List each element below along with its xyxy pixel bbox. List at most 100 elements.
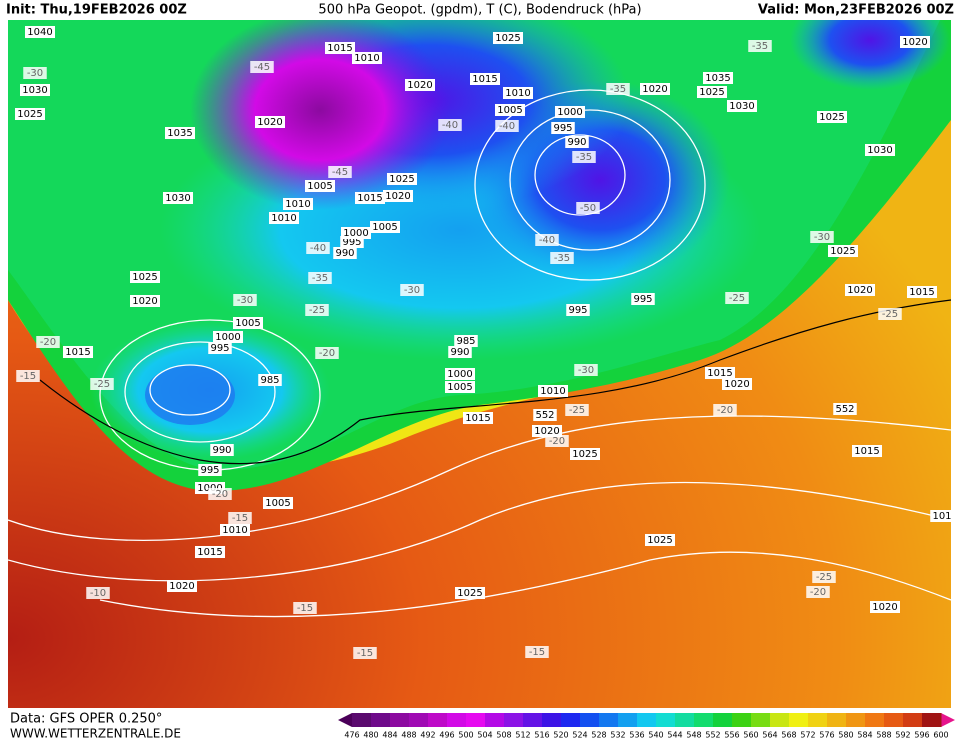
map-label-box [208, 342, 232, 354]
colorbar-segment [618, 713, 638, 727]
map-label-box [572, 151, 596, 163]
map-label-box [550, 252, 574, 264]
pressure-label: 552 [535, 410, 554, 421]
map-label-box [15, 108, 45, 120]
map-label-box [448, 346, 472, 358]
colorbar-segment [903, 713, 923, 727]
map-label-box [748, 40, 772, 52]
map-label-box [353, 647, 377, 659]
colorbar-segment [428, 713, 448, 727]
map-label-box [525, 646, 549, 658]
colorbar-arrow-left [338, 713, 352, 727]
temperature-label: -25 [309, 305, 325, 316]
map-label-box [907, 286, 937, 298]
colorbar-label: 516 [534, 731, 549, 740]
isobars [8, 89, 951, 618]
pressure-label: 990 [212, 445, 231, 456]
temperature-label: -25 [882, 309, 898, 320]
map-label-box [258, 374, 282, 386]
colorbar-segment [390, 713, 410, 727]
map-title: 500 hPa Geopot. (gpdm), T (C), Bodendruc… [318, 3, 641, 18]
map-label-box [325, 42, 355, 54]
map-label-box [900, 36, 930, 48]
temperature-label: -20 [810, 587, 826, 598]
colorbar-label: 568 [781, 731, 796, 740]
pressure-label: 552 [835, 404, 854, 415]
colorbar-label: 528 [591, 731, 606, 740]
map-label-box [555, 106, 585, 118]
colorbar-segment [770, 713, 790, 727]
pressure-label: 1030 [165, 193, 190, 204]
map-label-box [727, 100, 757, 112]
map-label-box [878, 308, 902, 320]
temperature-label: -35 [752, 41, 768, 52]
colorbar-segment [447, 713, 467, 727]
colorbar-label: 476 [344, 731, 359, 740]
map-label-box [865, 144, 895, 156]
map-label-box [828, 245, 858, 257]
pressure-label: 1020 [385, 191, 410, 202]
map-label-box [445, 368, 475, 380]
map-label-box [870, 601, 900, 613]
colorbar-segment [523, 713, 543, 727]
colorbar-label: 596 [914, 731, 929, 740]
colorbar-segment [846, 713, 866, 727]
pressure-label: 1020 [872, 602, 897, 613]
map-label-box [454, 335, 478, 347]
map-label-box [405, 79, 435, 91]
colorbar-segment [884, 713, 904, 727]
map-area: 1040-30103010251035103010251020100510009… [8, 20, 951, 708]
map-label-box [493, 32, 523, 44]
map-label-box [538, 385, 568, 397]
colorbar-segment [789, 713, 809, 727]
temperature-label: -45 [254, 62, 270, 73]
colorbar-label: 520 [553, 731, 568, 740]
map-label-box [495, 120, 519, 132]
map-label-box [352, 52, 382, 64]
colorbar-label: 484 [382, 731, 397, 740]
colorbar-segment [694, 713, 714, 727]
pressure-label: 1010 [505, 88, 530, 99]
map-label-box [370, 221, 400, 233]
pressure-label: 1020 [902, 37, 927, 48]
pressure-label: 1030 [729, 101, 754, 112]
colorbar-label: 560 [743, 731, 758, 740]
colorbar-segment [675, 713, 695, 727]
map-label-box [130, 271, 160, 283]
map-label-box [845, 284, 875, 296]
map-label-box [263, 497, 293, 509]
pressure-label: 1020 [724, 379, 749, 390]
temperature-label: -30 [237, 295, 253, 306]
colorbar-label: 544 [667, 731, 682, 740]
map-label-box [400, 284, 424, 296]
map-labels: 1040-30103010251035103010251020100510009… [15, 26, 951, 659]
map-label-box [208, 488, 232, 500]
pressure-label: 1025 [132, 272, 157, 283]
map-label-box [455, 587, 485, 599]
temperature-label: -15 [20, 371, 36, 382]
pressure-label: 985 [260, 375, 279, 386]
map-label-box [503, 87, 533, 99]
pressure-label: 1025 [17, 109, 42, 120]
map-label-box [25, 26, 55, 38]
map-label-box [198, 464, 222, 476]
map-label-box [163, 192, 193, 204]
map-label-box [703, 72, 733, 84]
map-label-box [535, 234, 559, 246]
website: WWW.WETTERZENTRALE.DE [10, 727, 181, 741]
colorbar-segment [656, 713, 676, 727]
map-label-box [306, 242, 330, 254]
map-label-box [533, 409, 557, 421]
map-label-box [722, 378, 752, 390]
colorbar-label: 588 [876, 731, 891, 740]
pressure-label: 1015 [357, 193, 382, 204]
pressure-label: 1015 [472, 74, 497, 85]
colorbar-segment [542, 713, 562, 727]
colorbar-segment [504, 713, 524, 727]
colorbar-label: 504 [477, 731, 492, 740]
map-label-box [90, 378, 114, 390]
pressure-label: 1020 [847, 285, 872, 296]
pressure-label: 990 [335, 248, 354, 259]
pressure-label: 1025 [389, 174, 414, 185]
map-label-box [545, 435, 569, 447]
